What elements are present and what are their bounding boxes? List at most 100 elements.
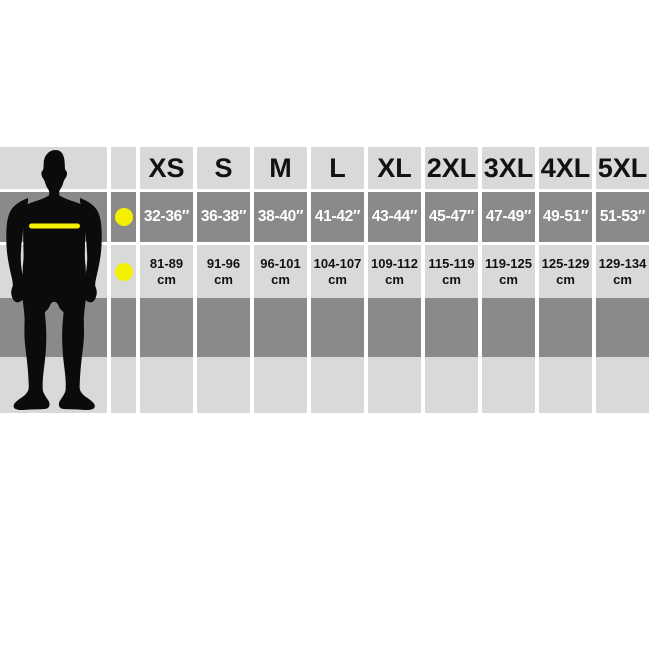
size-header-label: S: [214, 152, 233, 183]
size-column-xs: XS 32-36″ 81-89 cm: [140, 147, 193, 413]
size-header-label: 2XL: [426, 152, 477, 183]
cm-unit-label: cm: [442, 271, 461, 287]
chest-cm-value: 109-112: [371, 255, 418, 271]
empty-cell: [539, 357, 592, 413]
chest-cm-value: 91-96: [206, 255, 241, 271]
size-header-label: M: [269, 152, 292, 183]
chest-inches-cell: 47-49″: [482, 192, 535, 242]
size-header-label: XS: [148, 152, 185, 183]
empty-cell: [254, 298, 307, 357]
chest-inches-cell: 43-44″: [368, 192, 421, 242]
empty-cell: [111, 147, 136, 189]
size-table-grid: XS 32-36″ 81-89 cm S 36-38″ 91-96 cm M 38-…: [0, 147, 649, 413]
empty-cell: [140, 298, 193, 357]
size-header: 2XL: [425, 147, 478, 189]
empty-cell: [596, 357, 649, 413]
empty-cell: [368, 298, 421, 357]
chest-cm-value: 119-125: [485, 255, 532, 271]
chest-inches-value: 41-42″: [314, 208, 361, 225]
size-header: XL: [368, 147, 421, 189]
chest-inches-value: 43-44″: [371, 208, 418, 225]
chest-inches-cell: 32-36″: [140, 192, 193, 242]
figure-backdrop-stripe: [0, 147, 107, 189]
chest-cm-cell: 125-129 cm: [539, 245, 592, 298]
figure-backdrop-stripe: [0, 357, 107, 413]
chest-inches-cell: 38-40″: [254, 192, 307, 242]
cm-unit-label: cm: [214, 271, 233, 287]
chest-inches-value: 49-51″: [542, 208, 589, 225]
size-column-s: S 36-38″ 91-96 cm: [197, 147, 250, 413]
empty-cell: [596, 298, 649, 357]
chest-marker-dot: [114, 262, 133, 281]
size-header: 3XL: [482, 147, 535, 189]
chest-cm-cell: 81-89 cm: [140, 245, 193, 298]
cm-unit-label: cm: [556, 271, 575, 287]
cm-unit-label: cm: [613, 271, 632, 287]
cm-unit-label: cm: [328, 271, 347, 287]
figure-backdrop-stripe: [0, 192, 107, 242]
chest-cm-cell: 115-119 cm: [425, 245, 478, 298]
empty-cell: [425, 298, 478, 357]
size-column-4xl: 4XL 49-51″ 125-129 cm: [539, 147, 592, 413]
chest-cm-cell: 109-112 cm: [368, 245, 421, 298]
chest-cm-cell: 129-134 cm: [596, 245, 649, 298]
size-column-2xl: 2XL 45-47″ 115-119 cm: [425, 147, 478, 413]
chest-inches-cell: 41-42″: [311, 192, 364, 242]
size-header: 4XL: [539, 147, 592, 189]
empty-cell: [425, 357, 478, 413]
empty-cell: [311, 298, 364, 357]
chest-inches-value: 36-38″: [200, 208, 247, 225]
chest-cm-value: 81-89: [149, 255, 184, 271]
figure-backdrop-stripe: [0, 245, 107, 298]
cm-unit-label: cm: [157, 271, 176, 287]
chest-cm-value: 115-119: [428, 255, 475, 271]
chest-inches-value: 51-53″: [599, 208, 646, 225]
chest-cm-cell: 104-107 cm: [311, 245, 364, 298]
size-header-label: 4XL: [540, 152, 591, 183]
cm-unit-label: cm: [271, 271, 290, 287]
empty-cell: [111, 357, 136, 413]
chest-inches-cell: 49-51″: [539, 192, 592, 242]
chest-inches-cell: 36-38″: [197, 192, 250, 242]
chest-cm-value: 125-129: [541, 255, 590, 271]
size-column-m: M 38-40″ 96-101 cm: [254, 147, 307, 413]
size-header-label: XL: [377, 152, 412, 183]
size-header: M: [254, 147, 307, 189]
empty-cell: [539, 298, 592, 357]
chest-cm-cell: 96-101 cm: [254, 245, 307, 298]
empty-cell: [111, 298, 136, 357]
size-column-3xl: 3XL 47-49″ 119-125 cm: [482, 147, 535, 413]
chest-inches-marker-cell: [111, 192, 136, 242]
cm-unit-label: cm: [499, 271, 518, 287]
chest-inches-value: 38-40″: [257, 208, 304, 225]
chest-cm-value: 129-134: [598, 255, 647, 271]
size-header-label: 3XL: [483, 152, 534, 183]
chest-marker-dot: [114, 208, 133, 226]
empty-cell: [197, 357, 250, 413]
chest-inches-value: 32-36″: [143, 208, 190, 225]
chest-cm-cell: 91-96 cm: [197, 245, 250, 298]
size-header: S: [197, 147, 250, 189]
empty-cell: [482, 357, 535, 413]
size-column-l: L 41-42″ 104-107 cm: [311, 147, 364, 413]
size-header: L: [311, 147, 364, 189]
size-header-label: L: [329, 152, 346, 183]
chest-inches-cell: 45-47″: [425, 192, 478, 242]
chest-cm-cell: 119-125 cm: [482, 245, 535, 298]
chest-cm-value: 104-107: [313, 255, 362, 271]
size-column-xl: XL 43-44″ 109-112 cm: [368, 147, 421, 413]
figure-backdrop-stripe: [0, 298, 107, 357]
empty-cell: [368, 357, 421, 413]
chest-cm-marker-cell: [111, 245, 136, 298]
empty-cell: [254, 357, 307, 413]
size-header: XS: [140, 147, 193, 189]
marker-column: [111, 147, 136, 413]
empty-cell: [311, 357, 364, 413]
size-column-5xl: 5XL 51-53″ 129-134 cm: [596, 147, 649, 413]
chest-inches-value: 47-49″: [485, 208, 532, 225]
chest-cm-value: 96-101: [260, 255, 301, 271]
size-header: 5XL: [596, 147, 649, 189]
cm-unit-label: cm: [385, 271, 404, 287]
chest-inches-cell: 51-53″: [596, 192, 649, 242]
